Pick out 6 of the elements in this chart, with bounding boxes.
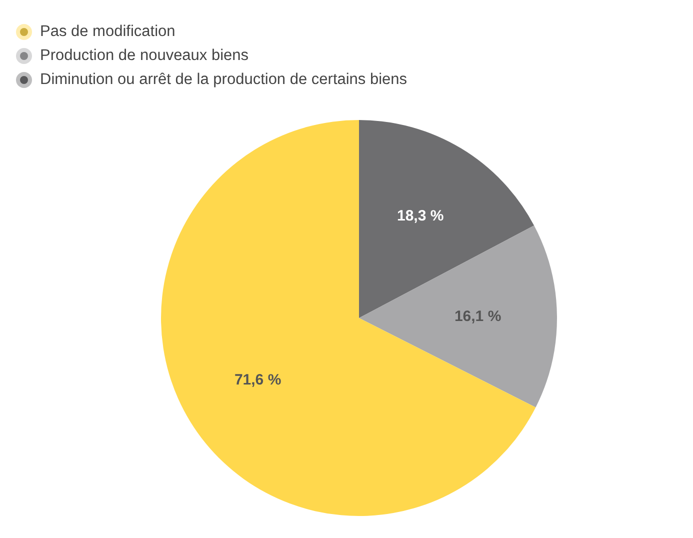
data-label: 16,1 % [454, 308, 502, 326]
legend-label: Diminution ou arrêt de la production de certains biens [40, 70, 408, 88]
data-label: 18,3 % [396, 207, 444, 224]
legend-label: Production de nouveaux biens [40, 46, 249, 64]
data-label: 71,6 % [234, 371, 282, 388]
legend-label: Pas de modification [40, 22, 176, 40]
